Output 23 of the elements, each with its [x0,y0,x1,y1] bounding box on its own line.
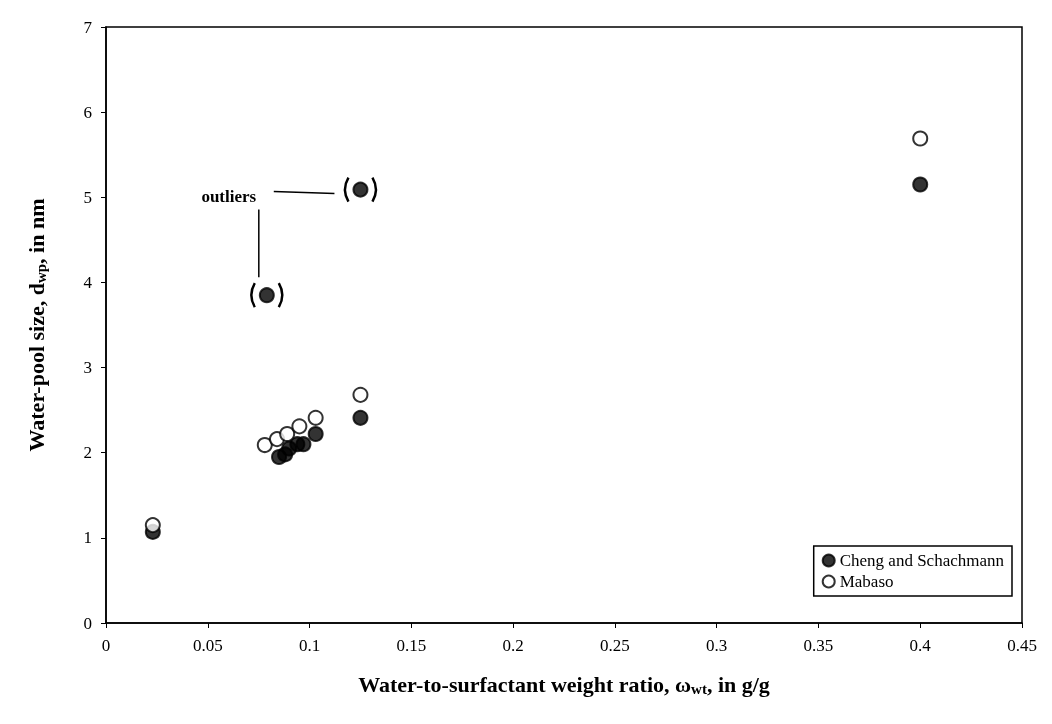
legend-label: Cheng and Schachmann [839,551,1005,570]
x-tick-label: 0.3 [706,636,728,655]
y-tick-label: 2 [83,443,92,463]
x-tick-label: 0.45 [1007,636,1037,655]
y-tick-label: 6 [83,102,92,122]
x-tick-label: 0.4 [909,636,932,655]
y-axis-title: Water-pool size, dwp, in nm [24,198,49,452]
annotation: outliers [201,186,257,206]
x-tick-label: 0.35 [803,636,834,655]
y-tick-label: 3 [83,358,92,378]
x-tick-label: 0.2 [502,636,524,655]
y-tick-label: 0 [83,613,92,633]
y-tick-label: 7 [83,17,93,37]
y-tick-label: 4 [83,272,93,292]
y-tick-label: 1 [83,528,92,548]
y-tick-label: 5 [83,187,92,207]
legend-label: Mabaso [839,572,894,591]
x-tick-label: 0.25 [600,636,630,655]
x-tick-label: 0.1 [298,636,321,655]
x-tick-label: 0.15 [396,636,427,655]
x-tick-label: 0 [101,636,111,655]
x-tick-label: 0.05 [192,636,223,655]
x-axis-title: Water-to-surfactant weight ratio, ωwt, in g/g [358,672,770,697]
